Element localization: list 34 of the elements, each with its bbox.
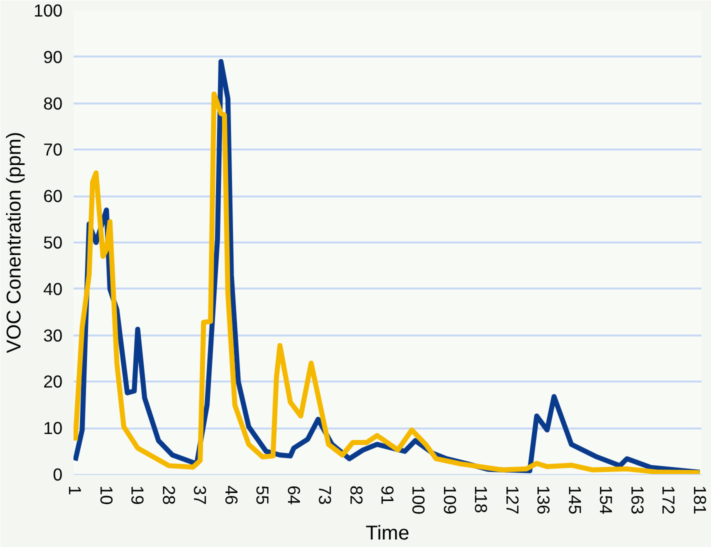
- y-axis-title: VOC Conentration (ppm): [4, 132, 26, 354]
- x-tick-label: 73: [315, 486, 336, 505]
- x-tick-label: 28: [158, 486, 179, 505]
- y-tick-label: 70: [43, 140, 63, 160]
- x-axis-title: Time: [366, 522, 410, 544]
- y-tick-label: 90: [43, 46, 63, 67]
- y-tick-label: 80: [43, 93, 63, 114]
- y-tick-label: 20: [43, 372, 63, 392]
- x-tick-label: 163: [627, 486, 648, 514]
- x-tick-label: 172: [658, 486, 679, 514]
- x-tick-label: 127: [502, 486, 522, 514]
- x-tick-label: 181: [690, 486, 710, 514]
- x-tick-label: 37: [190, 486, 210, 505]
- x-tick-label: 118: [471, 486, 492, 514]
- x-tick-label: 82: [346, 486, 366, 505]
- x-tick-label: 145: [564, 486, 585, 514]
- x-tick-label: 64: [284, 486, 304, 506]
- y-tick-label: 40: [43, 278, 63, 299]
- y-tick-label: 0: [52, 464, 63, 484]
- y-tick-label: 60: [43, 186, 63, 206]
- x-tick-label: 1: [65, 486, 86, 496]
- y-tick-label: 50: [43, 232, 63, 252]
- x-tick-label: 10: [96, 486, 116, 505]
- x-tick-label: 19: [128, 486, 148, 505]
- y-tick-label: 10: [43, 418, 63, 438]
- y-tick-label: 30: [43, 325, 63, 346]
- x-tick-label: 91: [378, 486, 398, 505]
- y-tick-label: 100: [34, 0, 63, 20]
- x-tick-label: 46: [221, 486, 242, 505]
- x-tick-label: 55: [252, 486, 273, 505]
- x-tick-label: 100: [408, 486, 429, 514]
- x-tick-label: 136: [534, 486, 554, 514]
- x-tick-label: 109: [440, 486, 460, 514]
- x-tick-label: 154: [596, 486, 616, 515]
